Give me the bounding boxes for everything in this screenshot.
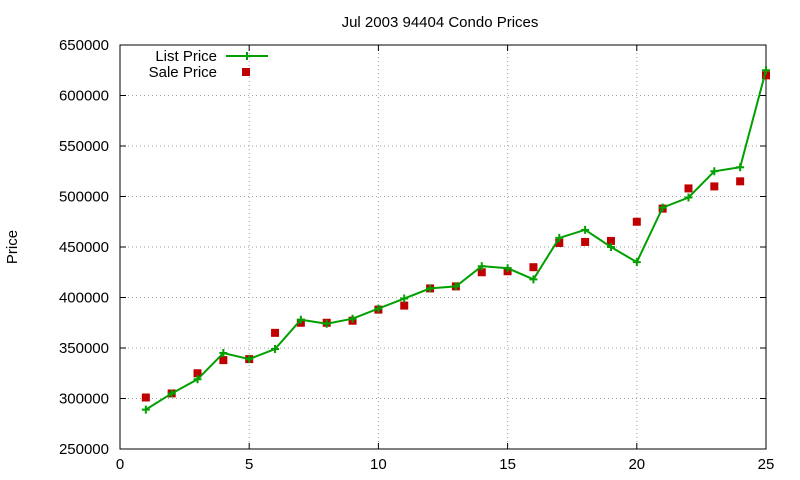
axis-ticks: 0 5 10 15 20 25 250000 300000 350000 400000 450000… — [59, 37, 774, 473]
list-price-point — [632, 258, 641, 267]
sale-price-point — [581, 237, 590, 246]
list-price-point — [684, 193, 693, 202]
sale-price-point — [219, 356, 228, 365]
list-price-point — [296, 315, 305, 324]
list-price-line — [145, 69, 767, 411]
list-price-point — [348, 314, 357, 323]
x-tick-label: 25 — [758, 456, 775, 473]
list-price-point — [581, 225, 590, 234]
series — [141, 66, 770, 414]
legend: List Price Sale Price — [149, 48, 268, 81]
sale-price-point — [710, 182, 719, 191]
legend-swatch-sale-price — [242, 68, 250, 76]
list-price-point — [245, 355, 254, 364]
sale-price-point — [736, 177, 745, 186]
sale-price-point — [762, 71, 770, 80]
sale-price-point — [477, 268, 486, 277]
legend-label-sale-price: Sale Price — [149, 64, 217, 81]
list-price-point — [167, 389, 176, 398]
legend-marker-list-price — [243, 52, 251, 60]
list-price-point — [374, 304, 383, 313]
list-price-point — [736, 163, 745, 172]
list-price-point — [477, 262, 486, 271]
y-tick-label: 300000 — [59, 391, 109, 408]
x-tick-label: 0 — [116, 456, 124, 473]
list-price-point — [426, 284, 435, 293]
list-price-point — [141, 405, 150, 414]
x-tick-label: 5 — [245, 456, 253, 473]
y-tick-label: 550000 — [59, 138, 109, 155]
y-tick-label: 450000 — [59, 239, 109, 256]
x-tick-label: 10 — [370, 456, 387, 473]
list-price-point — [606, 243, 615, 251]
y-axis-label: Price — [4, 230, 21, 264]
list-price-point — [400, 294, 409, 303]
sale-price-point — [193, 369, 202, 378]
list-price-point — [658, 203, 667, 212]
legend-label-list-price: List Price — [155, 48, 217, 65]
list-price-point — [193, 375, 202, 384]
sale-price-point — [271, 328, 280, 337]
chart-title: Jul 2003 94404 Condo Prices — [342, 14, 539, 31]
list-price-point — [529, 275, 538, 284]
gridlines — [120, 45, 766, 449]
y-tick-label: 500000 — [59, 189, 109, 206]
list-price-point — [322, 319, 331, 328]
y-tick-label: 650000 — [59, 37, 109, 54]
x-tick-label: 20 — [628, 456, 645, 473]
y-tick-label: 400000 — [59, 290, 109, 307]
list-price-point — [271, 345, 280, 354]
y-tick-label: 350000 — [59, 340, 109, 357]
sale-price-point — [400, 301, 409, 310]
list-price-point — [503, 264, 512, 273]
sale-price-point — [684, 184, 693, 193]
sale-price-point — [529, 263, 538, 272]
list-price-point — [710, 167, 719, 176]
x-tick-label: 15 — [499, 456, 516, 473]
list-price-point — [555, 233, 564, 242]
list-price-point — [762, 66, 770, 75]
sale-price-point — [141, 393, 150, 402]
sale-price-point — [555, 238, 564, 247]
sale-price-point — [606, 236, 615, 245]
list-price-point — [451, 282, 460, 291]
list-price-point — [219, 349, 228, 358]
y-tick-label: 250000 — [59, 441, 109, 458]
sale-price-point — [632, 217, 641, 226]
y-tick-label: 600000 — [59, 88, 109, 105]
